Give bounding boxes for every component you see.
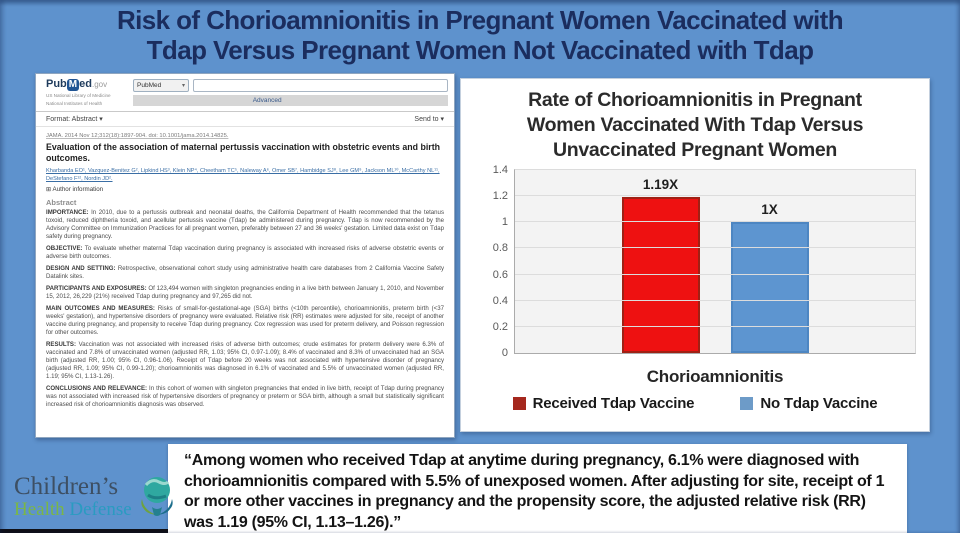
pubmed-logo-gov: .gov bbox=[91, 80, 108, 89]
bars-row: 1.19X 1X bbox=[515, 170, 915, 353]
abstract-section-outcomes: MAIN OUTCOMES AND MEASURES: Risks of sma… bbox=[46, 305, 444, 336]
legend-swatch-received bbox=[512, 397, 526, 410]
author-information-toggle[interactable]: ⊞ Author information bbox=[46, 186, 104, 193]
send-to-dropdown[interactable]: Send to ▾ bbox=[414, 116, 444, 123]
abstract-section-importance: IMPORTANCE: In 2010, due to a pertussis … bbox=[46, 209, 444, 240]
quote-panel: “Among women who received Tdap at anytim… bbox=[168, 444, 907, 533]
pubmed-tagline-2: National Institutes of Health bbox=[46, 100, 103, 106]
journal-citation-link[interactable]: JAMA. 2014 Nov 12;312(18):1897-904. doi:… bbox=[46, 133, 229, 139]
abstract-section-conclusions: CONCLUSIONS AND RELEVANCE: In this cohor… bbox=[46, 385, 444, 408]
pubmed-tagline-1: US National Library of Medicine bbox=[46, 93, 111, 98]
chart-legend: Received Tdap Vaccine No Tdap Vaccine bbox=[461, 395, 929, 412]
legend-swatch-no-tdap bbox=[740, 397, 754, 410]
page-title: Risk of Chorioamnionitis in Pregnant Wom… bbox=[0, 5, 960, 65]
x-axis-label: Chorioamnionitis bbox=[646, 367, 784, 386]
pubmed-logo-m-badge: M bbox=[66, 79, 80, 91]
legend-item-no-tdap: No Tdap Vaccine bbox=[740, 395, 878, 412]
abstract-section-design: DESIGN AND SETTING: Retrospective, obser… bbox=[46, 265, 444, 280]
author-links[interactable]: Kharbanda EO¹, Vazquez-Benitez G², Lipki… bbox=[46, 168, 440, 182]
database-select[interactable]: PubMed ▾ bbox=[133, 79, 189, 92]
chd-globe-hands-icon bbox=[140, 477, 173, 516]
format-dropdown[interactable]: Format: Abstract ▾ bbox=[46, 116, 103, 123]
bar-label-no-tdap: 1X bbox=[761, 202, 778, 218]
advanced-bar: Advanced bbox=[133, 95, 448, 106]
advanced-link[interactable]: Advanced bbox=[252, 97, 282, 104]
chart-title: Rate of Chorioamnionitis in Pregnant Wom… bbox=[526, 89, 864, 161]
article-title: Evaluation of the association of materna… bbox=[46, 142, 440, 163]
abstract-section-participants: PARTICIPANTS AND EXPOSURES: Of 123,494 w… bbox=[46, 285, 444, 300]
bar-received-tdap bbox=[621, 197, 700, 353]
legend-item-received: Received Tdap Vaccine bbox=[512, 395, 695, 412]
bar-group: 1X bbox=[730, 170, 809, 353]
search-input[interactable] bbox=[193, 79, 448, 92]
chd-logo-defense: Defense bbox=[69, 499, 132, 520]
page-title-line1: Risk of Chorioamnionitis in Pregnant Wom… bbox=[116, 5, 844, 35]
abstract-toolbar: Format: Abstract ▾ Send to ▾ bbox=[36, 112, 454, 127]
bottom-edge-strip bbox=[0, 529, 168, 533]
bar-label-received: 1.19X bbox=[642, 177, 679, 193]
abstract-body: JAMA. 2014 Nov 12;312(18):1897-904. doi:… bbox=[36, 127, 454, 409]
bar-no-tdap bbox=[730, 222, 809, 353]
pubmed-logo-pub: Pub bbox=[46, 78, 67, 90]
pubmed-logo-ed: ed bbox=[79, 78, 92, 90]
chart-panel: Rate of Chorioamnionitis in Pregnant Wom… bbox=[460, 78, 930, 432]
database-select-value: PubMed bbox=[137, 82, 162, 89]
chd-logo-health: Health bbox=[14, 499, 65, 520]
plot-area: 1.19X 1X 1.4 1.2 1 0.8 0.6 0.4 0.2 0 bbox=[493, 164, 916, 359]
quote-text: “Among women who received Tdap at anytim… bbox=[184, 452, 885, 531]
chd-logo: Children’s Health Defense bbox=[14, 473, 178, 521]
chevron-down-icon: ▾ bbox=[181, 83, 185, 89]
abstract-heading: Abstract bbox=[46, 198, 77, 207]
abstract-section-results: RESULTS: Vaccination was not associated … bbox=[46, 341, 444, 380]
bar-group: 1.19X bbox=[621, 170, 700, 353]
page-title-line2: Tdap Versus Pregnant Women Not Vaccinate… bbox=[146, 35, 814, 65]
abstract-section-objective: OBJECTIVE: To evaluate whether maternal … bbox=[46, 245, 444, 260]
chd-logo-children: Children’s bbox=[14, 473, 119, 500]
